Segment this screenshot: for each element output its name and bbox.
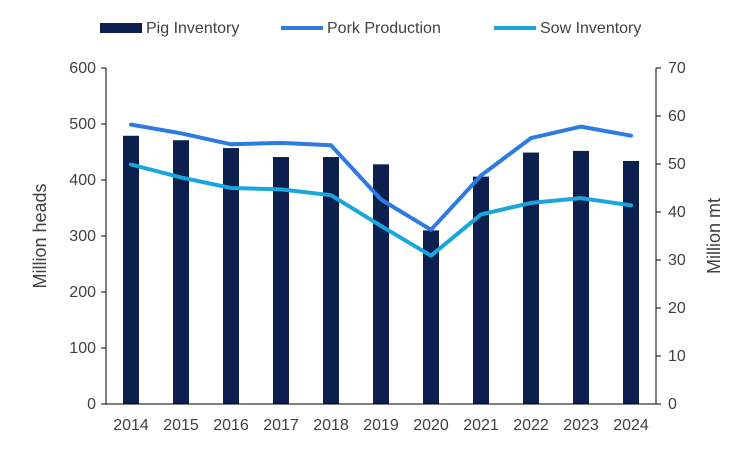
x-tick-label: 2019 xyxy=(363,417,399,434)
x-tick-label: 2018 xyxy=(313,417,349,434)
x-tick-label: 2021 xyxy=(463,417,499,434)
bar-pig-inventory-2018 xyxy=(323,157,339,404)
bar-pig-inventory-2020 xyxy=(423,230,439,404)
left-tick-label: 400 xyxy=(69,172,96,189)
x-tick-label: 2022 xyxy=(513,417,549,434)
right-tick-label: 50 xyxy=(668,156,686,173)
right-axis: 0 10 20 30 40 50 60 70 xyxy=(655,60,686,413)
left-tick-label: 200 xyxy=(69,284,96,301)
right-tick-label: 40 xyxy=(668,204,686,221)
left-tick-label: 300 xyxy=(69,228,96,245)
legend: Pig Inventory Pork Production Sow Inventor… xyxy=(100,20,641,37)
line-series xyxy=(129,122,633,258)
legend-label-sow-inventory: Sow Inventory xyxy=(540,20,641,37)
right-tick-label: 30 xyxy=(668,252,686,269)
bar-pig-inventory-2014 xyxy=(123,135,139,404)
line-sow-inventory xyxy=(129,162,633,258)
left-axis-title: Million heads xyxy=(30,183,50,288)
bar-pig-inventory-2015 xyxy=(173,140,189,405)
bar-pig-inventory-2021 xyxy=(473,176,489,404)
left-axis: 0 100 200 300 400 500 600 xyxy=(69,60,107,413)
bar-pig-inventory-2016 xyxy=(223,148,239,404)
right-tick-label: 0 xyxy=(668,396,677,413)
x-tick-label: 2017 xyxy=(263,417,299,434)
left-tick-label: 600 xyxy=(69,60,96,77)
x-tick-label: 2023 xyxy=(563,417,599,434)
x-tick-label: 2024 xyxy=(613,417,649,434)
x-tick-label: 2016 xyxy=(213,417,249,434)
left-tick-label: 100 xyxy=(69,340,96,357)
x-axis: 2014 2015 2016 2017 2018 2019 2020 2021 2022 2023… xyxy=(106,403,656,434)
line-pork-production xyxy=(129,122,633,232)
left-tick-label: 500 xyxy=(69,116,96,133)
right-tick-label: 60 xyxy=(668,108,686,125)
bar-pig-inventory-2023 xyxy=(573,150,589,404)
right-axis-title: Million mt xyxy=(704,198,724,274)
right-tick-label: 10 xyxy=(668,348,686,365)
x-tick-label: 2015 xyxy=(163,417,199,434)
bar-pig-inventory-2022 xyxy=(523,152,539,404)
x-tick-label: 2014 xyxy=(113,417,149,434)
bar-pig-inventory-2017 xyxy=(273,157,289,404)
right-tick-label: 20 xyxy=(668,300,686,317)
legend-label-pig-inventory: Pig Inventory xyxy=(146,20,239,37)
legend-label-pork-production: Pork Production xyxy=(327,20,441,37)
bar-series xyxy=(123,135,639,405)
bar-pig-inventory-2024 xyxy=(623,160,639,404)
left-tick-label: 0 xyxy=(87,396,96,413)
legend-swatch-pig-inventory xyxy=(100,23,142,33)
x-tick-label: 2020 xyxy=(413,417,449,434)
right-tick-label: 70 xyxy=(668,60,686,77)
